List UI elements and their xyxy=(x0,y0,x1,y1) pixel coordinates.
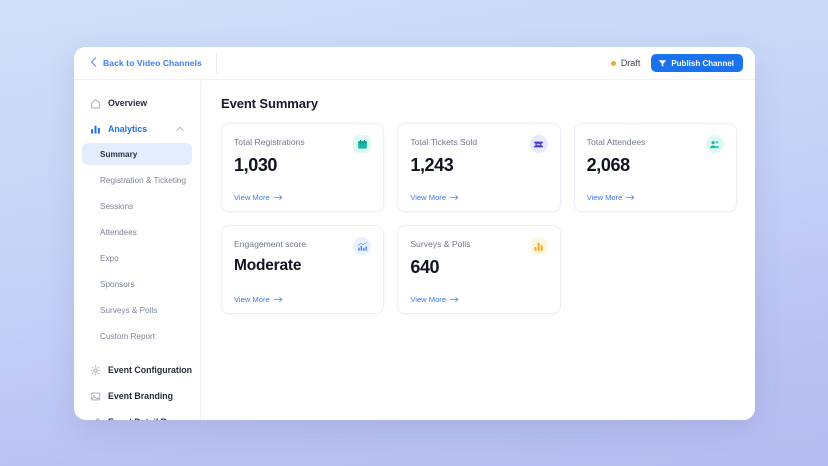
sidebar-subitem-sessions[interactable]: Sessions xyxy=(82,195,192,217)
card-value: 1,030 xyxy=(234,155,278,175)
sidebar-subitem-label: Summary xyxy=(100,149,138,159)
card-label: Total Registrations xyxy=(234,137,305,147)
sidebar-item-label: Event Configuration xyxy=(108,365,193,375)
view-more-label: View More xyxy=(586,193,623,202)
app-body: Overview Analytics xyxy=(74,80,755,420)
bar-chart-icon xyxy=(529,237,548,255)
card-header: Total Attendees xyxy=(587,135,724,153)
sidebar-subitem-custom-report[interactable]: Custom Report xyxy=(82,325,192,347)
sidebar-item-overview[interactable]: Overview xyxy=(82,90,192,116)
sidebar-subitem-label: Expo xyxy=(100,253,119,263)
pencil-icon xyxy=(90,417,101,420)
app-window: Back to Video Channels Draft Publish Cha… xyxy=(74,47,755,420)
card-header: Surveys & Polls xyxy=(410,237,548,255)
sidebar-subitem-label: Custom Report xyxy=(100,331,156,341)
grid-empty-slot xyxy=(574,225,737,314)
sidebar-subitem-expo[interactable]: Expo xyxy=(82,247,192,269)
sidebar-subitem-label: Surveys & Polls xyxy=(100,305,158,315)
summary-card-grid: Total Registrations 1,030 View M xyxy=(221,123,737,314)
stat-card-total-tickets-sold[interactable]: Total Tickets Sold 1,243 View More xyxy=(397,123,561,212)
publish-channel-button[interactable]: Publish Channel xyxy=(651,54,743,72)
arrow-right-icon xyxy=(273,194,283,201)
stat-card-engagement-score[interactable]: Engagement score Moderate xyxy=(221,225,385,314)
arrow-right-icon xyxy=(450,296,459,303)
stat-card-total-registrations[interactable]: Total Registrations 1,030 View M xyxy=(221,123,385,212)
sidebar-subitem-attendees[interactable]: Attendees xyxy=(82,221,192,243)
trend-chart-icon xyxy=(353,237,372,255)
view-more-label: View More xyxy=(234,295,270,304)
main-content: Event Summary Total Registrations xyxy=(201,80,755,420)
view-more-label: View More xyxy=(410,193,447,202)
sidebar-subitem-registration-ticketing[interactable]: Registration & Ticketing xyxy=(82,169,192,191)
card-label: Surveys & Polls xyxy=(410,239,471,249)
arrow-right-icon xyxy=(273,296,283,303)
page-title: Event Summary xyxy=(221,96,318,111)
sidebar-item-label: Analytics xyxy=(108,124,148,134)
calendar-icon xyxy=(353,135,372,153)
send-icon xyxy=(658,59,667,68)
analytics-sub-list: Summary Registration & Ticketing Session… xyxy=(82,142,192,347)
back-button-label: Back to Video Channels xyxy=(103,58,202,68)
sidebar-item-label: Overview xyxy=(108,98,148,108)
view-more-label: View More xyxy=(234,193,270,202)
sidebar-subitem-label: Sessions xyxy=(100,201,134,211)
view-more-link[interactable]: View More xyxy=(410,193,547,202)
card-value: Moderate xyxy=(234,257,302,274)
sidebar-item-event-branding[interactable]: Event Branding xyxy=(82,383,192,409)
chevron-left-icon xyxy=(90,54,97,72)
sidebar-subitem-label: Sponsors xyxy=(100,279,135,289)
card-label: Total Attendees xyxy=(586,137,646,147)
stat-card-surveys-polls[interactable]: Surveys & Polls 640 View More xyxy=(397,225,561,314)
gear-icon xyxy=(90,365,101,376)
view-more-link[interactable]: View More xyxy=(587,193,724,202)
arrow-right-icon xyxy=(626,194,635,201)
view-more-label: View More xyxy=(410,295,447,304)
card-header: Total Registrations xyxy=(234,135,372,153)
view-more-link[interactable]: View More xyxy=(234,295,371,304)
card-header: Total Tickets Sold xyxy=(410,135,548,153)
home-icon xyxy=(90,98,101,109)
people-icon xyxy=(705,135,724,153)
sidebar: Overview Analytics xyxy=(74,80,201,420)
sidebar-subitem-summary[interactable]: Summary xyxy=(82,143,192,165)
image-icon xyxy=(90,391,101,402)
ticket-icon xyxy=(529,135,548,153)
sidebar-subitem-label: Registration & Ticketing xyxy=(100,175,187,185)
arrow-right-icon xyxy=(450,194,459,201)
chevron-up-icon[interactable] xyxy=(176,126,184,132)
card-label: Total Tickets Sold xyxy=(410,137,478,147)
sidebar-subitem-label: Attendees xyxy=(100,227,137,237)
card-value: 640 xyxy=(410,257,440,277)
card-value: 2,068 xyxy=(586,155,630,175)
card-label: Engagement score xyxy=(234,239,307,249)
publish-button-label: Publish Channel xyxy=(671,58,734,68)
view-more-link[interactable]: View More xyxy=(234,193,371,202)
bar-chart-icon xyxy=(90,124,101,135)
sidebar-subitem-surveys-polls[interactable]: Surveys & Polls xyxy=(82,299,192,321)
status-label: Draft xyxy=(620,58,641,68)
view-more-link[interactable]: View More xyxy=(410,295,547,304)
top-bar: Back to Video Channels Draft Publish Cha… xyxy=(74,47,755,80)
sidebar-item-analytics[interactable]: Analytics xyxy=(82,116,192,142)
sidebar-item-event-configuration[interactable]: Event Configuration xyxy=(82,357,192,383)
sidebar-item-label: Event Detail Page xyxy=(108,417,182,420)
topbar-actions: Draft Publish Channel xyxy=(610,54,743,72)
sidebar-subitem-sponsors[interactable]: Sponsors xyxy=(82,273,192,295)
sidebar-item-event-detail-page[interactable]: Event Detail Page xyxy=(82,409,192,420)
status-dot-icon xyxy=(610,60,616,66)
status-badge: Draft xyxy=(610,58,641,68)
sidebar-item-label: Event Branding xyxy=(108,391,174,401)
stat-card-total-attendees[interactable]: Total Attendees 2,068 View More xyxy=(573,123,737,212)
card-header: Engagement score xyxy=(234,237,372,255)
card-value: 1,243 xyxy=(410,155,454,175)
back-to-video-channels-button[interactable]: Back to Video Channels xyxy=(90,52,217,74)
